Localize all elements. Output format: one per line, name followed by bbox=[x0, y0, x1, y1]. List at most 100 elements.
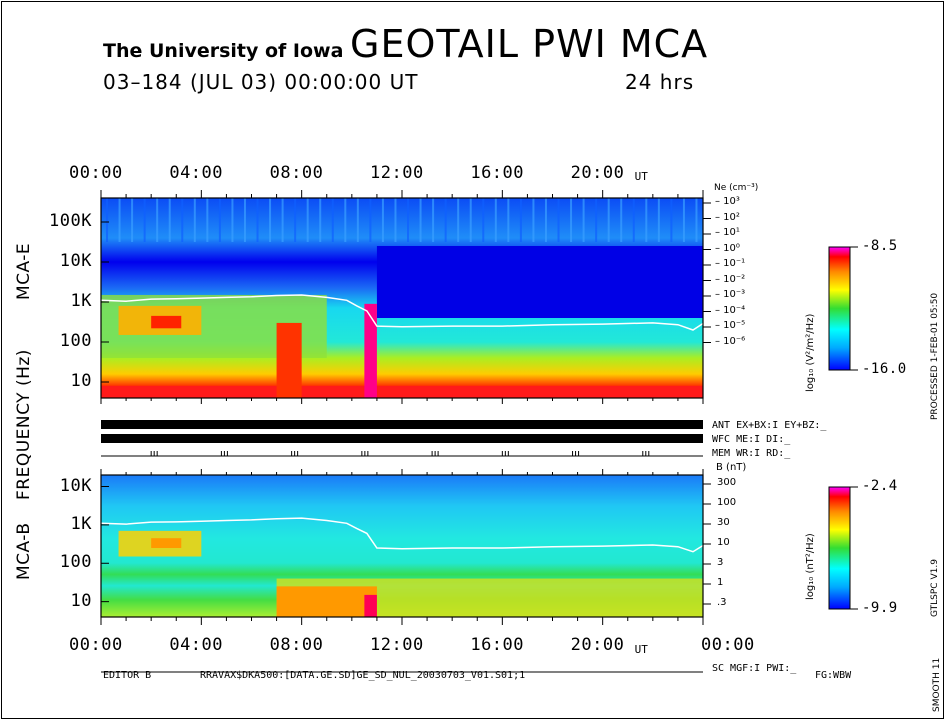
mca-e-streak bbox=[407, 198, 410, 242]
b-tick-label: .3 bbox=[717, 597, 727, 608]
mem-status: MEM WR:I RD:_ bbox=[712, 448, 791, 459]
colorbar-e-label: log₁₀ (V²/m²/Hz) bbox=[805, 313, 816, 392]
mca-e-streak bbox=[369, 198, 372, 242]
mca-e-streak bbox=[106, 198, 109, 242]
mca-e-streak bbox=[168, 198, 171, 242]
mca-e-streak bbox=[695, 198, 698, 242]
mca-e-streak bbox=[645, 198, 648, 242]
ne-tick-label: – 10⁻⁵ bbox=[715, 320, 746, 331]
bottom-time-tick-label: 00:00 bbox=[69, 635, 123, 655]
mca-e-freq-tick-label: 100K bbox=[49, 211, 92, 231]
mca-e-streak bbox=[143, 198, 146, 242]
mca-e-emission-peak bbox=[151, 315, 182, 329]
mca-e-streak bbox=[331, 198, 334, 242]
b-tick-label: 30 bbox=[717, 517, 730, 528]
file-path: RRAVAX$DKA500:[DATA.GE.SD]GE_SD_NUL_2003… bbox=[200, 670, 526, 681]
top-ut-label: UT bbox=[634, 170, 648, 183]
ne-tick-label: – 10⁻² bbox=[715, 273, 746, 285]
mca-b-burst-1 bbox=[276, 586, 377, 617]
mca-e-streak bbox=[595, 198, 598, 242]
ne-tick-label: – 10⁻³ bbox=[715, 289, 746, 300]
mca-e-streak bbox=[319, 198, 322, 242]
wfc-status: WFC ME:I DI:_ bbox=[712, 434, 791, 445]
ant-status: ANT EX+BX:I EY+BZ:_ bbox=[712, 420, 827, 431]
mca-e-streak bbox=[356, 198, 359, 242]
mca-e-streak bbox=[432, 198, 435, 242]
mca-e-streak bbox=[306, 198, 309, 242]
mca-e-streak bbox=[218, 198, 221, 242]
ne-tick-label: – 10⁰ bbox=[715, 242, 740, 254]
institution-label: The University of Iowa bbox=[103, 40, 344, 62]
bottom-time-tick-label: 00:00 bbox=[701, 635, 755, 655]
mca-b-emission-peak bbox=[151, 538, 182, 548]
editor-label: EDITOR B bbox=[103, 670, 152, 681]
mca-e-streak bbox=[381, 198, 384, 242]
top-time-tick-label: 00:00 bbox=[69, 163, 123, 183]
mca-e-streak bbox=[206, 198, 209, 242]
mca-e-streak bbox=[469, 198, 472, 242]
mca-e-freq-tick-label: 10K bbox=[59, 251, 92, 271]
bottom-ut-label: UT bbox=[634, 643, 648, 656]
top-time-tick-label: 04:00 bbox=[169, 163, 224, 183]
mca-e-colorbar-min-label: -16.0 bbox=[862, 361, 907, 377]
bottom-time-tick-label: 12:00 bbox=[370, 635, 424, 655]
top-time-tick-label: 16:00 bbox=[470, 163, 525, 183]
mca-e-streak bbox=[181, 198, 184, 242]
mca-e-streak bbox=[494, 198, 497, 242]
bottom-time-tick-label: 16:00 bbox=[470, 635, 525, 655]
bottom-time-tick-label: 04:00 bbox=[169, 635, 224, 655]
mca-b-overlay-line bbox=[100, 517, 704, 553]
b-axis-label: B (nT) bbox=[716, 462, 747, 473]
time-span: 24 hrs bbox=[625, 70, 695, 94]
mca-e-streak bbox=[557, 198, 560, 242]
mca-e-streak bbox=[444, 198, 447, 242]
bottom-time-tick-label: 20:00 bbox=[570, 635, 625, 655]
processed-label: PROCESSED 1-FEB-01 05:50 bbox=[930, 292, 940, 420]
mca-b-colorbar-max-label: -2.4 bbox=[862, 478, 898, 494]
ne-axis-label: Ne (cm⁻³) bbox=[714, 183, 759, 193]
mca-e-streak bbox=[243, 198, 246, 242]
mca-b-freq-tick-label: 1K bbox=[70, 513, 92, 534]
frequency-axis-label: FREQUENCY (Hz) bbox=[14, 349, 34, 500]
mca-e-colorbar bbox=[828, 246, 851, 371]
mca-e-streak bbox=[682, 198, 685, 242]
b-tick-label: 10 bbox=[717, 537, 730, 548]
mca-e-streak bbox=[231, 198, 234, 242]
mca-e-burst-1 bbox=[276, 322, 302, 398]
b-tick-label: 1 bbox=[717, 577, 724, 588]
mca-e-streak bbox=[544, 198, 547, 242]
mca-b-colorbar-min-label: -9.9 bbox=[862, 600, 898, 616]
flag-label: FG:WBW bbox=[815, 670, 852, 681]
mca-e-colorbar-max-label: -8.5 bbox=[862, 238, 898, 254]
bottom-time-tick-label: 08:00 bbox=[269, 635, 324, 655]
mca-e-streak bbox=[281, 198, 284, 242]
mca-e-streak bbox=[118, 198, 121, 242]
mca-e-streak bbox=[519, 198, 522, 242]
mca-e-streak bbox=[294, 198, 297, 242]
top-time-tick-label: 12:00 bbox=[370, 163, 424, 183]
mca-e-overlay-line bbox=[100, 294, 704, 331]
mca-e-streak bbox=[131, 198, 134, 242]
mca-b-colorbar bbox=[828, 486, 851, 610]
mca-e-streak bbox=[657, 198, 660, 242]
mca-e-streak bbox=[620, 198, 623, 242]
mca-e-streak bbox=[532, 198, 535, 242]
ne-tick-label: – 10⁻¹ bbox=[715, 258, 746, 269]
mca-e-streak bbox=[269, 198, 272, 242]
mca-e-streak bbox=[482, 198, 485, 242]
mca-e-freq-tick-label: 10 bbox=[70, 371, 92, 391]
mca-b-freq-tick-label: 100 bbox=[59, 552, 92, 573]
b-tick-label: 100 bbox=[717, 497, 737, 508]
mca-e-streak bbox=[582, 198, 585, 242]
mca-e-streak bbox=[670, 198, 673, 242]
mca-e-freq-tick-label: 1K bbox=[70, 291, 92, 311]
ant-status-bar bbox=[101, 420, 703, 429]
mca-e-streak bbox=[632, 198, 635, 242]
ne-tick-label: – 10¹ bbox=[715, 227, 740, 238]
mca-e-burst-2 bbox=[364, 303, 377, 398]
mca-b-freq-tick-label: 10K bbox=[59, 475, 92, 496]
mca-e-low-freq-band bbox=[101, 385, 703, 398]
version-label: GTLSPC V1.9 bbox=[930, 559, 940, 617]
